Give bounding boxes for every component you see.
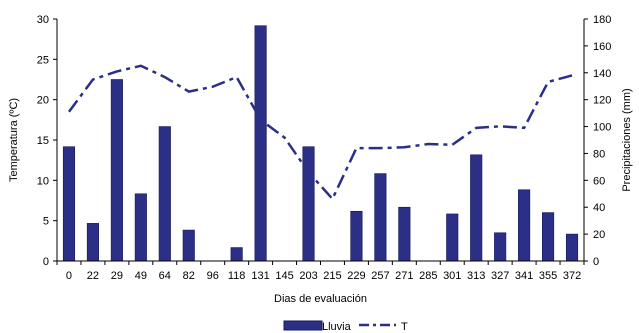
x-axis-ticks: 0 22 29 49 64 82 96 118 131 145 203 215 229 257 271 285… — [56, 261, 585, 282]
right-axis-ticks: 0 20 40 60 80 100 120 140 160 180 — [584, 14, 611, 268]
bar-lluvia-355 — [542, 212, 555, 262]
x-tick-label: 313 — [467, 270, 485, 282]
x-tick-label: 203 — [299, 270, 317, 282]
x-tick-label: 0 — [66, 270, 72, 282]
left-tick-label: 0 — [43, 256, 49, 268]
left-axis-ticks: 0 5 10 15 20 25 30 — [37, 14, 57, 268]
left-y-axis-label: Temperatura (ºC) — [8, 98, 20, 182]
bar-lluvia-29 — [110, 79, 123, 262]
x-tick-label: 285 — [419, 270, 437, 282]
bar-lluvia-341 — [518, 189, 531, 262]
line-series-t — [67, 64, 573, 201]
bar-lluvia-203 — [302, 146, 315, 262]
bar-lluvia-118 — [230, 247, 243, 262]
bar-lluvia-301 — [446, 213, 459, 262]
x-tick-label: 82 — [183, 270, 195, 282]
x-axis-label: Dias de evaluación — [274, 293, 367, 305]
x-tick-label: 301 — [443, 270, 461, 282]
left-tick-label: 5 — [43, 216, 49, 228]
x-tick-label: 96 — [207, 270, 219, 282]
legend-label-t: T — [401, 321, 408, 333]
x-tick-label: 257 — [371, 270, 389, 282]
left-tick-label: 10 — [37, 175, 49, 187]
x-tick-label: 49 — [135, 270, 147, 282]
x-tick-label: 229 — [347, 270, 365, 282]
bar-lluvia-257 — [374, 173, 387, 262]
right-tick-label: 40 — [593, 202, 605, 214]
x-tick-label: 29 — [111, 270, 123, 282]
bar-lluvia-82 — [182, 229, 195, 262]
legend-swatch-lluvia — [283, 320, 323, 331]
x-tick-label: 22 — [87, 270, 99, 282]
bar-lluvia-0 — [62, 146, 76, 262]
x-tick-label: 215 — [323, 270, 341, 282]
right-tick-label: 20 — [593, 229, 605, 241]
x-tick-label: 131 — [251, 270, 269, 282]
x-tick-label: 118 — [228, 270, 246, 282]
right-tick-label: 160 — [593, 41, 611, 53]
right-tick-label: 60 — [593, 175, 605, 187]
bar-lluvia-327 — [494, 232, 507, 262]
plot-area — [62, 25, 579, 262]
right-tick-label: 0 — [593, 256, 599, 268]
right-tick-label: 120 — [593, 95, 611, 107]
left-tick-label: 15 — [37, 135, 49, 147]
right-tick-label: 100 — [593, 122, 611, 134]
x-tick-label: 271 — [395, 270, 413, 282]
x-tick-label: 327 — [491, 270, 509, 282]
bar-lluvia-131 — [254, 25, 267, 262]
left-tick-label: 25 — [37, 54, 49, 66]
legend-label-lluvia: Lluvia — [322, 321, 352, 333]
bar-lluvia-372 — [565, 233, 579, 262]
bar-lluvia-271 — [398, 206, 411, 262]
bar-lluvia-229 — [350, 210, 363, 262]
right-tick-label: 140 — [593, 68, 611, 80]
x-tick-label: 341 — [515, 270, 533, 282]
x-tick-label: 64 — [159, 270, 171, 282]
left-tick-label: 20 — [37, 95, 49, 107]
left-tick-label: 30 — [37, 14, 49, 26]
right-tick-label: 180 — [593, 14, 611, 26]
bar-lluvia-22 — [86, 223, 99, 262]
x-tick-label: 145 — [275, 270, 293, 282]
x-tick-label: 355 — [539, 270, 557, 282]
legend: Lluvia T — [283, 320, 408, 333]
right-y-axis-label: Precipitaciones (mm) — [621, 88, 633, 191]
x-tick-label: 372 — [563, 270, 581, 282]
bar-lluvia-49 — [134, 193, 147, 262]
bar-lluvia-64 — [158, 126, 171, 262]
bar-lluvia-313 — [470, 154, 483, 262]
right-tick-label: 80 — [593, 148, 605, 160]
